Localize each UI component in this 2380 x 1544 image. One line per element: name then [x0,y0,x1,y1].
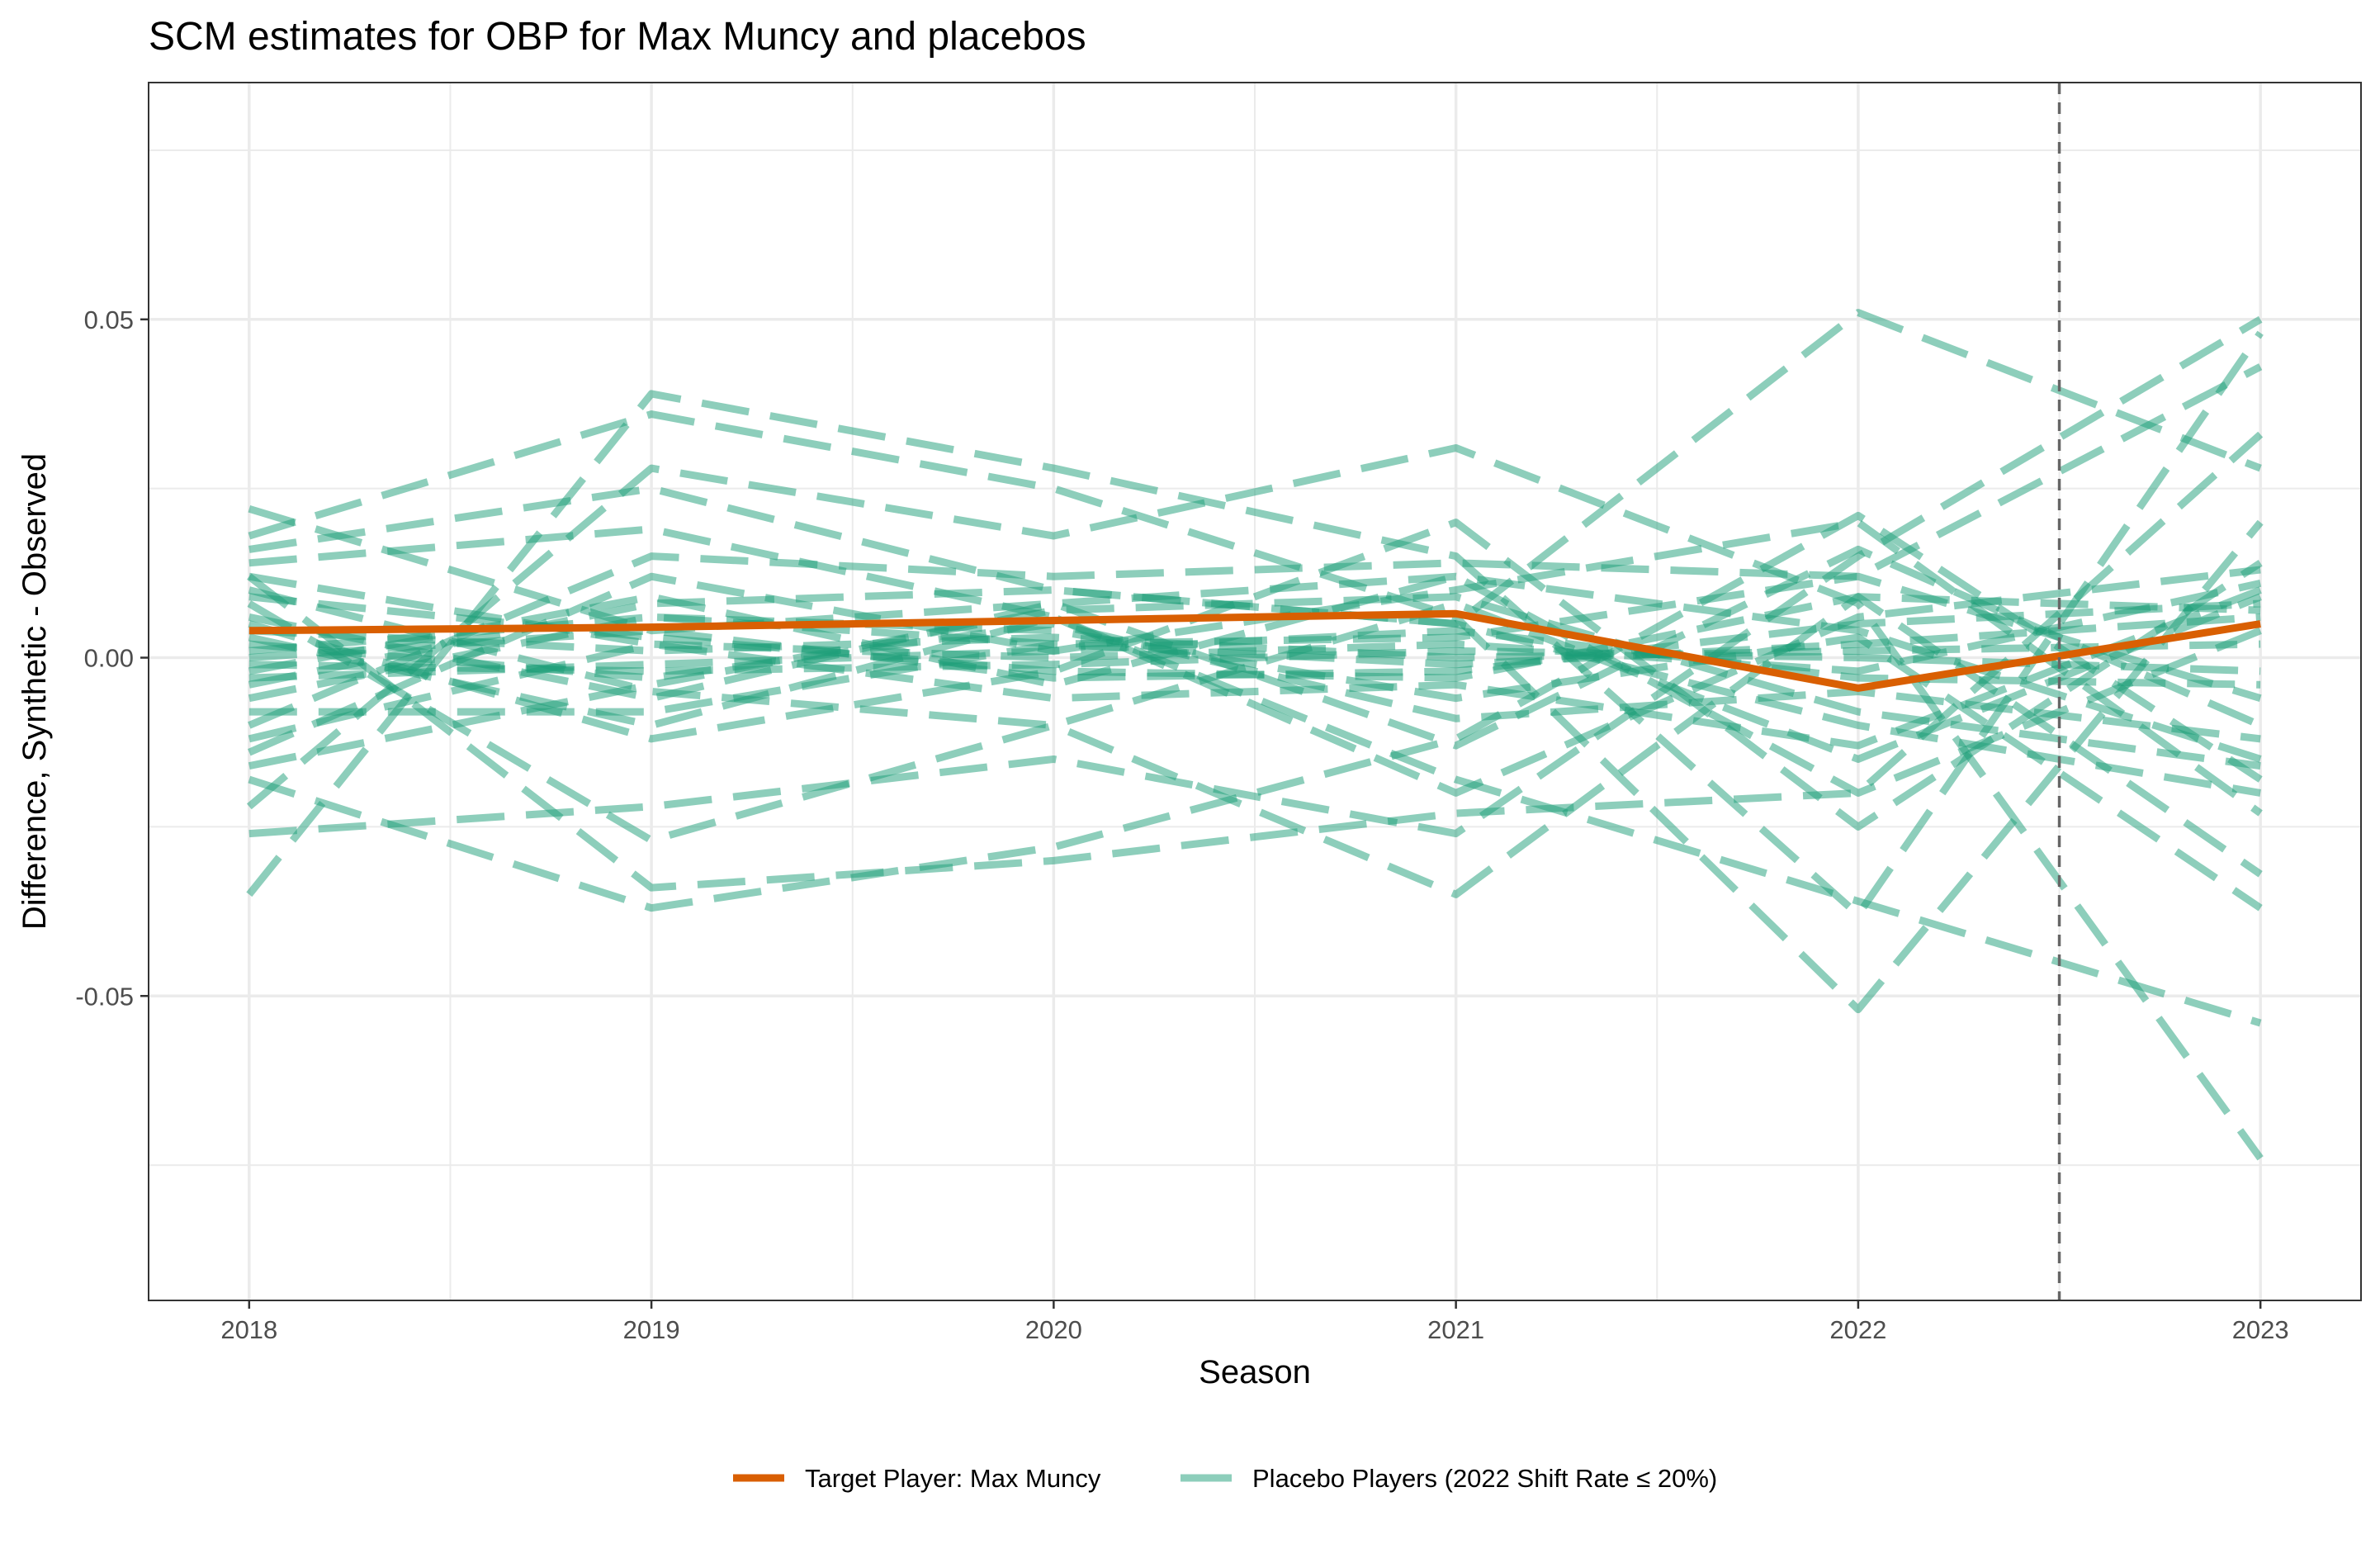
target-series-line [248,609,2261,692]
placebo-series-line [248,627,2261,662]
placebo-series-line [248,586,2262,763]
placebo-series-line [248,363,2263,729]
placebo-series-line [248,566,2261,797]
placebo-series-line [248,613,2261,669]
placebo-series-line [248,586,2261,797]
placebo-series-line [248,545,2262,750]
x-axis-ticks: 2018 2019 2020 2021 2022 2023 [220,1300,2289,1344]
placebo-series-line [248,410,2264,1014]
y-axis-title: Difference, Synthetic - Observed [17,453,53,930]
placebo-lines [246,309,2264,1161]
x-tick-label: 2023 [2232,1315,2289,1344]
y-axis-ticks: -0.05 0.00 0.05 [75,305,149,1011]
x-tick-label: 2020 [1025,1315,1082,1344]
x-tick-label: 2019 [623,1315,680,1344]
placebo-series-line [246,330,2264,919]
x-tick-label: 2021 [1427,1315,1484,1344]
placebo-series-line [248,593,2261,770]
legend-label-target: Target Player: Max Muncy [805,1464,1101,1493]
placebo-series-line [248,572,2262,797]
x-axis-title: Season [1199,1354,1311,1390]
placebo-series-line [248,511,2263,912]
legend-label-placebo: Placebo Players (2022 Shift Rate ≤ 20%) [1252,1464,1717,1493]
placebo-series-line [248,519,2263,831]
x-tick-label: 2022 [1829,1315,1886,1344]
placebo-series-line [248,309,2262,628]
placebo-series-line [248,315,2263,838]
y-tick-label: -0.05 [75,982,134,1011]
placebo-series-line [248,593,2261,682]
chart-title: SCM estimates for OBP for Max Muncy and … [149,15,1086,59]
panel-border [148,82,2362,1301]
placebo-series-line [248,525,2262,1027]
y-tick-label: 0.05 [84,305,134,334]
y-tick-label: 0.00 [84,644,134,673]
x-tick-label: 2018 [220,1315,277,1344]
target-line-group [248,609,2261,692]
legend: Target Player: Max Muncy Placebo Players… [733,1464,1717,1493]
